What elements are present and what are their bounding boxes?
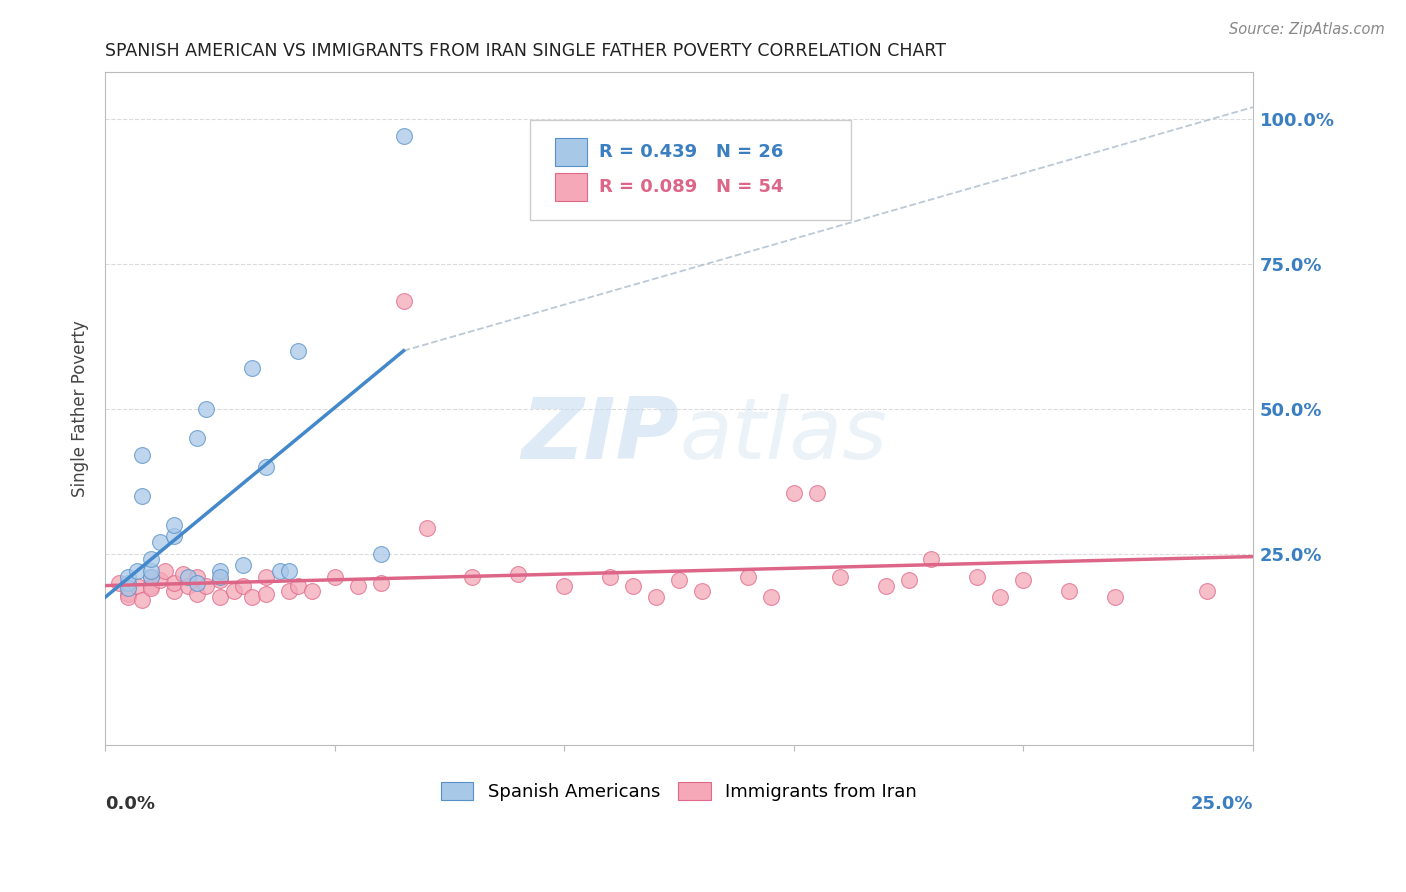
Point [149, 535, 172, 549]
Point [370, 547, 392, 561]
Point [392, 294, 415, 309]
Point [186, 587, 208, 601]
Point [163, 517, 186, 532]
Text: 0.0%: 0.0% [105, 796, 155, 814]
Point [186, 431, 208, 445]
Point [127, 564, 149, 578]
Point [461, 570, 484, 584]
FancyBboxPatch shape [530, 120, 851, 220]
Legend: Spanish Americans, Immigrants from Iran: Spanish Americans, Immigrants from Iran [432, 772, 927, 810]
Point [127, 578, 149, 592]
Point [108, 575, 131, 590]
Y-axis label: Single Father Poverty: Single Father Poverty [72, 320, 89, 497]
Text: R = 0.089   N = 54: R = 0.089 N = 54 [599, 178, 783, 195]
Text: SPANISH AMERICAN VS IMMIGRANTS FROM IRAN SINGLE FATHER POVERTY CORRELATION CHART: SPANISH AMERICAN VS IMMIGRANTS FROM IRAN… [105, 42, 946, 60]
Point [553, 578, 575, 592]
Point [323, 570, 346, 584]
Point [131, 448, 153, 462]
Point [177, 570, 200, 584]
Point [875, 578, 897, 592]
Point [139, 570, 162, 584]
Point [346, 578, 368, 592]
Point [153, 564, 176, 578]
Point [163, 584, 186, 599]
Point [737, 570, 759, 584]
Point [139, 582, 162, 596]
Point [783, 485, 806, 500]
Point [232, 578, 254, 592]
Point [690, 584, 713, 599]
Point [370, 575, 392, 590]
Point [254, 459, 277, 474]
Point [599, 570, 621, 584]
Point [966, 570, 988, 584]
Bar [555, 137, 588, 166]
Text: ZIP: ZIP [522, 394, 679, 477]
Point [222, 584, 245, 599]
Point [139, 552, 162, 566]
Text: Source: ZipAtlas.com: Source: ZipAtlas.com [1229, 22, 1385, 37]
Point [208, 570, 231, 584]
Point [139, 578, 162, 592]
Point [254, 587, 277, 601]
Point [208, 590, 231, 604]
Text: atlas: atlas [679, 394, 887, 477]
Point [131, 489, 153, 503]
Point [277, 564, 299, 578]
Point [177, 578, 200, 592]
Point [759, 590, 782, 604]
Point [668, 573, 690, 587]
Point [988, 590, 1011, 604]
Point [897, 573, 920, 587]
Point [287, 578, 309, 592]
Point [186, 575, 208, 590]
Point [1104, 590, 1126, 604]
Point [149, 573, 172, 587]
Point [208, 564, 231, 578]
Point [186, 570, 208, 584]
Point [621, 578, 644, 592]
Point [139, 564, 162, 578]
Text: R = 0.439   N = 26: R = 0.439 N = 26 [599, 143, 783, 161]
Point [287, 343, 309, 358]
Point [828, 570, 851, 584]
Point [117, 575, 139, 590]
Point [921, 552, 943, 566]
Point [1057, 584, 1080, 599]
Point [301, 584, 323, 599]
Point [254, 570, 277, 584]
Point [240, 361, 263, 376]
Text: 25.0%: 25.0% [1191, 796, 1253, 814]
Bar [555, 173, 588, 201]
Point [117, 582, 139, 596]
Point [806, 485, 828, 500]
Point [1195, 584, 1218, 599]
Point [117, 570, 139, 584]
Point [277, 584, 299, 599]
Point [232, 558, 254, 573]
Point [163, 529, 186, 543]
Point [645, 590, 668, 604]
Point [195, 578, 218, 592]
Point [139, 570, 162, 584]
Point [508, 566, 530, 581]
Point [131, 593, 153, 607]
Point [117, 587, 139, 601]
Point [172, 566, 194, 581]
Point [117, 590, 139, 604]
Point [415, 520, 437, 534]
Point [195, 401, 218, 416]
Point [392, 129, 415, 144]
Point [1012, 573, 1035, 587]
Point [208, 573, 231, 587]
Point [269, 564, 291, 578]
Point [163, 575, 186, 590]
Point [240, 590, 263, 604]
